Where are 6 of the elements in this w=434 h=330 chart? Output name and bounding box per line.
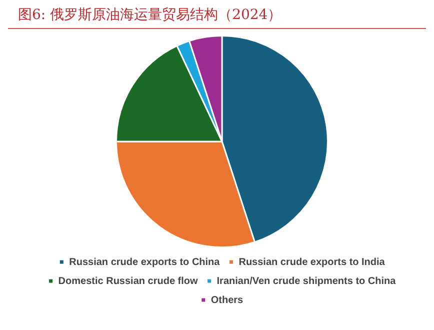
chart-title: 图6: 俄罗斯原油海运量贸易结构（2024）: [8, 0, 426, 29]
legend-label: Others: [210, 294, 244, 306]
legend-label: Russian crude exports to India: [238, 256, 386, 268]
legend-label: Russian crude exports to China: [69, 256, 220, 268]
legend-label: Domestic Russian crude flow: [58, 276, 198, 287]
legend-label: Iranian/Ven crude shipments to China: [216, 276, 396, 287]
